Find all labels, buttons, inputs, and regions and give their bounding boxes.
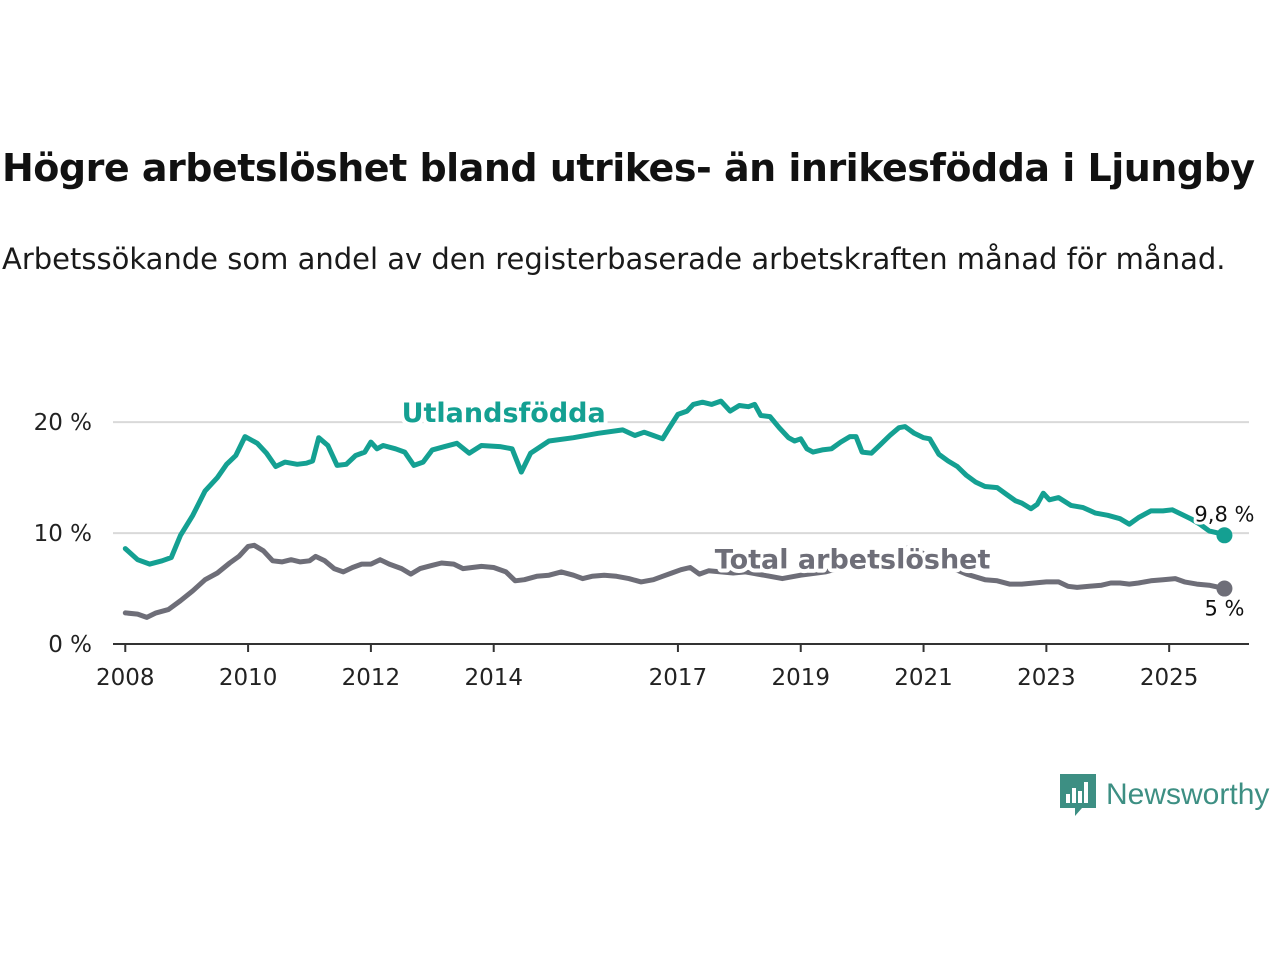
x-tick-label: 2008 xyxy=(96,665,155,691)
series-name-halo: Total arbetslöshet xyxy=(715,545,991,576)
series-end-dot-0 xyxy=(1216,527,1233,544)
newsworthy-logo: Newsworthy xyxy=(1058,772,1269,818)
end-value-label: 5 % xyxy=(1204,597,1244,621)
y-axis-ticks: 0 % 10 % 20 % xyxy=(34,410,92,658)
end-value-halo: 9,8 % xyxy=(1194,502,1254,526)
x-tick-label: 2025 xyxy=(1140,665,1199,691)
x-tick-label: 2017 xyxy=(649,665,708,691)
gridlines xyxy=(113,421,1249,535)
end-value-halo: 5 % xyxy=(1204,597,1244,621)
series-line-0 xyxy=(122,398,1227,567)
y-tick-label: 20 % xyxy=(34,410,92,436)
x-tick-label: 2021 xyxy=(894,665,953,691)
series-name-halo: Utlandsfödda xyxy=(402,398,606,429)
x-tick-label: 2019 xyxy=(771,665,830,691)
series-end-dot-1 xyxy=(1216,580,1233,597)
brand-name: Newsworthy xyxy=(1106,778,1270,811)
chart-title: Högre arbetslöshet bland utrikes- än inr… xyxy=(2,146,1255,190)
series-name-label: Utlandsfödda xyxy=(402,398,606,429)
end-value-label: 9,8 % xyxy=(1194,502,1254,526)
x-tick-label: 2012 xyxy=(342,665,401,691)
series-name-label: Total arbetslöshet xyxy=(715,545,991,576)
x-tick-label: 2023 xyxy=(1017,665,1076,691)
series-line-1 xyxy=(122,542,1227,620)
y-tick-label: 0 % xyxy=(48,632,92,658)
y-tick-label: 10 % xyxy=(34,521,92,547)
series-lines xyxy=(122,398,1233,620)
x-tick-label: 2014 xyxy=(464,665,523,691)
x-axis: 2008 2010 2012 2014 2017 2019 2021 2023 2025 xyxy=(96,643,1249,691)
chart-subtitle: Arbetssökande som andel av den registerb… xyxy=(2,242,1226,276)
x-tick-label: 2010 xyxy=(219,665,278,691)
bar-chart-speech-bubble-icon xyxy=(1060,774,1096,816)
line-chart: 0 % 10 % 20 % 2008 2010 2012 2014 2017 2019 2021… xyxy=(34,394,1258,691)
